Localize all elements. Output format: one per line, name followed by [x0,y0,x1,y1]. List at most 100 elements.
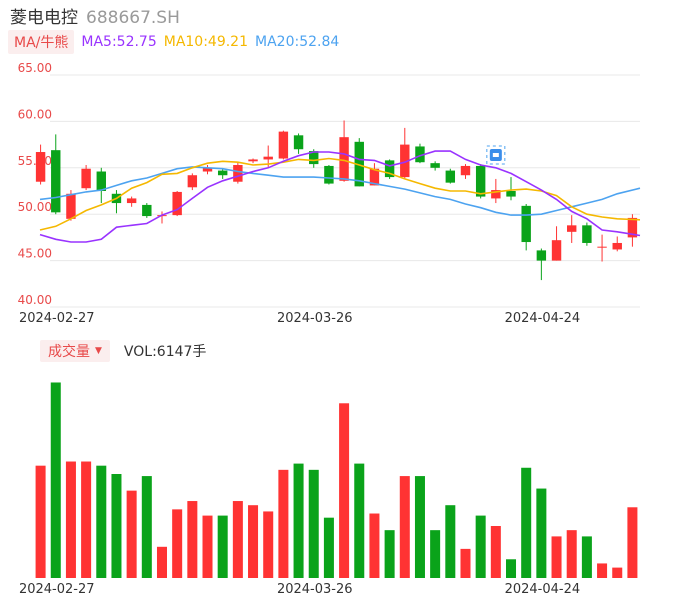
candle-body [582,225,592,243]
candle [51,134,61,215]
candle-body [202,167,213,172]
candle-body [536,250,547,261]
candle-body [567,225,577,232]
candle-body [126,198,137,204]
candle [278,130,289,160]
volume-bar [111,474,122,578]
candle-body [430,163,440,168]
candle-body [521,205,531,243]
candle [233,162,243,184]
volume-bar [217,515,228,578]
event-marker [486,145,506,165]
volume-bar [35,465,46,578]
candle [491,178,501,204]
candle [506,177,516,201]
volume-bar [566,530,577,578]
candle [96,167,106,204]
volume-bar [551,536,562,578]
volume-bar [475,515,486,578]
volume-bar [354,463,365,578]
volume-bar [430,530,441,578]
candle [384,159,395,179]
volume-bar [126,490,137,578]
volume-bar [65,461,76,578]
candle [400,127,410,179]
volume-bar [187,501,198,578]
candle-body [324,165,334,184]
volume-bar [202,515,213,578]
candle-body [491,190,501,199]
stock-code: 688667.SH [86,8,180,28]
candle-body [66,193,76,219]
candle-body [187,175,198,188]
volume-bar [490,526,501,578]
grid-lines [50,74,640,308]
ma10-line [39,157,641,231]
volume-bar [627,507,638,578]
candle [536,248,547,281]
stock-name: 菱电电控 [10,8,78,28]
candle-body [354,141,364,187]
volume-bar [384,530,395,578]
candle [111,190,122,214]
candle [35,144,46,185]
candle-body [309,151,319,165]
event-marker-icon [486,145,506,165]
volume-bar [612,567,623,578]
volume-bar [460,548,471,578]
date-tick-label: 2024-04-24 [505,311,581,326]
caret-down-icon: ▼ [95,346,102,356]
candle-body [81,168,91,189]
candle [142,203,152,218]
candle-body [384,160,395,178]
volume-bar [248,505,259,578]
candle-body [278,131,289,159]
volume-bar [50,382,61,578]
candle-body [248,159,258,162]
candle-body [551,240,562,261]
volume-bar [293,463,304,578]
candle [475,164,486,199]
date-tick-label: 2024-04-24 [505,582,581,597]
candle [597,234,607,262]
candle [339,120,349,182]
candle [217,168,228,179]
price-tick-label: 50.00 [18,200,52,214]
candle [126,196,137,207]
candle-body [142,204,152,217]
date-tick-label: 2024-03-26 [277,582,353,597]
price-tick-label: 60.00 [18,107,52,121]
candle-body [597,246,607,248]
ma10-label: MA10:49.21 [163,34,249,50]
stock-header: 菱电电控 688667.SH [10,3,180,28]
candle-body [233,165,243,182]
volume-tag-label: 成交量 [48,344,90,360]
volume-bar [536,488,547,578]
candle [415,143,425,164]
volume-bar [597,563,608,578]
candle [612,236,622,252]
volume-bar [323,517,334,578]
volume-bar [581,536,592,578]
price-axis-labels: 65.00 60.00 55.00 50.00 45.00 40.00 [18,61,52,307]
moving-average-lines [39,150,641,243]
ma-indicator-selector[interactable]: MA/牛熊 [8,30,75,54]
candle [521,203,531,251]
candle-body [96,171,106,191]
date-tick-label: 2024-02-27 [19,582,95,597]
candle-body [445,170,456,183]
date-tick-label: 2024-02-27 [19,311,95,326]
volume-indicator-selector[interactable]: 成交量 ▼ [40,340,110,362]
price-tick-label: 55.00 [18,154,52,168]
volume-bar [172,509,183,578]
candle-body [339,137,349,181]
volume-bars [35,382,638,578]
candle [248,158,258,164]
volume-bar [506,559,517,578]
volume-legend: 成交量 ▼ VOL:6147手 [40,340,206,362]
volume-bar [263,511,274,578]
date-tick-label: 2024-03-26 [277,311,353,326]
candle [202,165,213,175]
volume-bar [278,469,289,578]
